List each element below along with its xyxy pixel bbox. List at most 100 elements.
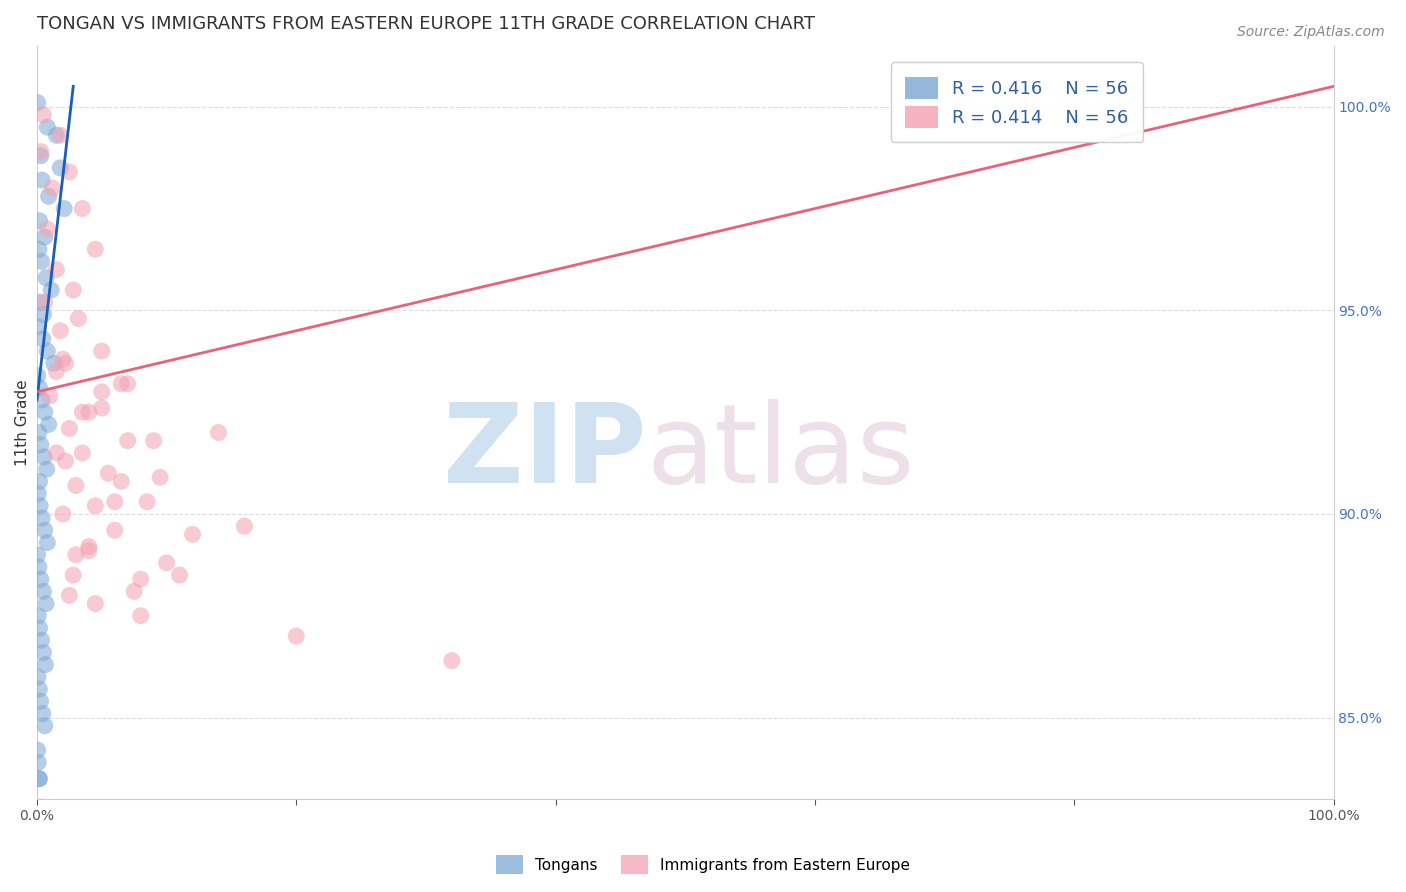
Point — [104, 523, 127, 537]
Point — [28, 772, 51, 786]
Point — [38, 389, 60, 403]
Point — [37, 535, 59, 549]
Point — [55, 356, 77, 370]
Point — [28, 682, 51, 697]
Point — [32, 645, 55, 659]
Y-axis label: 11th Grade: 11th Grade — [15, 379, 30, 466]
Point — [27, 756, 49, 770]
Point — [31, 511, 53, 525]
Point — [49, 128, 72, 143]
Point — [27, 608, 49, 623]
Point — [32, 450, 55, 464]
Point — [35, 462, 58, 476]
Point — [52, 507, 75, 521]
Point — [84, 242, 107, 256]
Point — [28, 475, 51, 489]
Point — [155, 556, 177, 570]
Point — [28, 621, 51, 635]
Point — [37, 222, 59, 236]
Point — [90, 344, 112, 359]
Point — [34, 405, 56, 419]
Point — [31, 392, 53, 407]
Point — [30, 438, 52, 452]
Point — [37, 120, 59, 135]
Point — [27, 319, 49, 334]
Point — [129, 572, 152, 586]
Point — [30, 694, 52, 708]
Point — [49, 161, 72, 175]
Point — [84, 597, 107, 611]
Point — [37, 344, 59, 359]
Point — [67, 311, 90, 326]
Text: TONGAN VS IMMIGRANTS FROM EASTERN EUROPE 11TH GRADE CORRELATION CHART: TONGAN VS IMMIGRANTS FROM EASTERN EUROPE… — [37, 15, 815, 33]
Point — [27, 670, 49, 684]
Legend: R = 0.416    N = 56, R = 0.414    N = 56: R = 0.416 N = 56, R = 0.414 N = 56 — [891, 62, 1143, 143]
Point — [31, 254, 53, 268]
Point — [28, 772, 51, 786]
Point — [58, 589, 80, 603]
Point — [62, 283, 84, 297]
Point — [104, 495, 127, 509]
Point — [129, 608, 152, 623]
Point — [440, 654, 463, 668]
Point — [72, 202, 94, 216]
Point — [84, 499, 107, 513]
Point — [38, 417, 60, 432]
Point — [110, 376, 132, 391]
Text: ZIP: ZIP — [443, 399, 647, 506]
Point — [122, 584, 145, 599]
Point — [27, 486, 49, 500]
Point — [72, 405, 94, 419]
Point — [169, 568, 191, 582]
Point — [32, 108, 55, 122]
Point — [32, 584, 55, 599]
Point — [28, 242, 51, 256]
Point — [52, 832, 75, 847]
Text: Source: ZipAtlas.com: Source: ZipAtlas.com — [1237, 25, 1385, 39]
Point — [45, 128, 67, 143]
Point — [45, 364, 67, 378]
Point — [149, 470, 172, 484]
Point — [55, 454, 77, 468]
Point — [117, 434, 139, 448]
Text: atlas: atlas — [647, 399, 915, 506]
Point — [31, 706, 53, 721]
Point — [34, 719, 56, 733]
Point — [142, 434, 165, 448]
Point — [28, 381, 51, 395]
Point — [31, 633, 53, 648]
Point — [58, 165, 80, 179]
Point — [30, 295, 52, 310]
Point — [181, 527, 204, 541]
Point — [39, 283, 62, 297]
Point — [136, 495, 159, 509]
Point — [30, 572, 52, 586]
Point — [28, 560, 51, 574]
Point — [31, 332, 53, 346]
Point — [27, 548, 49, 562]
Point — [27, 95, 49, 110]
Point — [34, 230, 56, 244]
Point — [62, 568, 84, 582]
Point — [53, 202, 76, 216]
Point — [28, 425, 51, 440]
Point — [72, 446, 94, 460]
Point — [35, 597, 58, 611]
Point — [65, 548, 87, 562]
Point — [65, 478, 87, 492]
Point — [97, 467, 120, 481]
Point — [52, 352, 75, 367]
Point — [42, 356, 65, 370]
Point — [34, 657, 56, 672]
Point — [38, 189, 60, 203]
Point — [45, 446, 67, 460]
Point — [77, 540, 100, 554]
Point — [30, 148, 52, 162]
Point — [32, 308, 55, 322]
Point — [28, 214, 51, 228]
Point — [233, 519, 256, 533]
Point — [285, 629, 308, 643]
Point — [31, 173, 53, 187]
Point — [207, 425, 229, 440]
Point — [77, 405, 100, 419]
